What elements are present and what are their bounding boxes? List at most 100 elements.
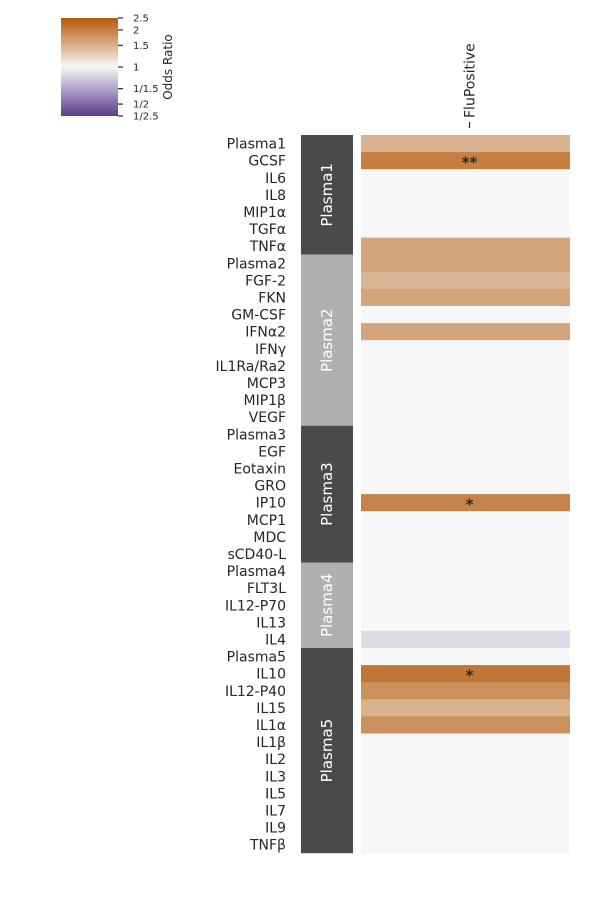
row-label: IL6	[265, 171, 286, 187]
row-label: IL9	[265, 821, 286, 837]
heatmap-cell	[361, 254, 570, 273]
heatmap-cell	[361, 135, 570, 153]
column-labels: FluPositive	[463, 43, 479, 128]
heatmap-cell	[361, 648, 570, 666]
row-label: IL12-P70	[225, 598, 286, 614]
heatmap-cell	[361, 408, 570, 427]
module-bars: Plasma1 Plasma2 Plasma3 Plasma4 Plasma5	[301, 135, 353, 854]
row-label: IL8	[265, 188, 286, 204]
row-label: IL13	[256, 615, 286, 631]
heatmap-cell	[361, 391, 570, 409]
heatmap-cell	[361, 716, 570, 734]
module-bar	[301, 135, 353, 255]
heatmap-cell	[361, 545, 570, 563]
heatmap-cell	[361, 562, 570, 580]
heatmap-cell	[361, 220, 570, 238]
row-label: sCD40-L	[227, 547, 286, 563]
row-label: VEGF	[249, 410, 286, 426]
heatmap-cell	[361, 203, 570, 221]
heatmap-cell	[361, 665, 570, 683]
row-label: IL1Ra/Ra2	[216, 359, 286, 375]
heatmap-cell	[361, 288, 570, 307]
row-label: IL2	[265, 752, 286, 768]
row-label: FGF-2	[245, 273, 286, 289]
module-bar	[301, 425, 353, 563]
row-label: IL5	[265, 786, 286, 802]
colorbar: 2.52 1.5 1 1/1.5 1/21/2.5 Odds Ratio	[61, 14, 175, 123]
colorbar-tick-label: 1.5	[133, 41, 149, 52]
row-label: EGF	[258, 444, 286, 460]
row-labels: Plasma1GCSFIL6IL8MIP1αTGFαTNFαPlasma2FGF…	[216, 137, 287, 854]
row-label: IFNα2	[245, 325, 286, 341]
heatmap-cell	[361, 784, 570, 803]
heatmap-cell	[361, 237, 570, 256]
row-label: FLT3L	[247, 581, 286, 597]
colorbar-gradient	[61, 18, 118, 116]
heatmap-cell	[361, 699, 570, 717]
heatmap-cell	[361, 733, 570, 751]
row-label: IL12-P40	[225, 684, 286, 700]
heatmap-cell	[361, 459, 570, 478]
colorbar-tick-label: 1/1.5	[133, 84, 159, 95]
heatmap-cell	[361, 306, 570, 324]
row-label: IL10	[256, 667, 286, 683]
row-label: TGFα	[248, 222, 286, 238]
row-label: IL4	[265, 632, 286, 648]
significance-star: **	[462, 154, 478, 172]
row-label: TNFα	[249, 239, 286, 255]
row-label: FKN	[258, 290, 286, 306]
module-label: Plasma5	[318, 719, 336, 783]
module-label: Plasma2	[318, 308, 336, 372]
module-label: Plasma3	[318, 462, 336, 526]
heatmap-cell	[361, 374, 570, 392]
row-label: IL1α	[256, 718, 286, 734]
row-label: MDC	[253, 530, 286, 546]
colorbar-title: Odds Ratio	[161, 34, 175, 100]
heatmap-cell	[361, 819, 570, 837]
heatmap-cell	[361, 425, 570, 444]
heatmap-cell	[361, 169, 570, 187]
heatmap-cell	[361, 528, 570, 546]
heatmap-cell	[361, 340, 570, 358]
module-bar	[301, 648, 353, 854]
heatmap-cell	[361, 613, 570, 632]
heatmap-cell	[361, 323, 570, 341]
heatmap-cell	[361, 442, 570, 461]
heatmap-cell	[361, 186, 570, 204]
heatmap-cell	[361, 511, 570, 529]
row-label: MIP1β	[244, 393, 287, 409]
colorbar-tick-label: 1	[133, 63, 139, 74]
column-label: FluPositive	[463, 43, 479, 118]
row-label: GM-CSF	[231, 308, 286, 324]
row-label: IL15	[256, 701, 286, 717]
heatmap-cell	[361, 836, 570, 854]
row-label: MCP3	[247, 376, 286, 392]
heatmap-cell	[361, 152, 570, 170]
significance-star: *	[466, 667, 474, 685]
heatmap-cell	[361, 596, 570, 615]
heatmap-cell	[361, 767, 570, 786]
module-label: Plasma4	[318, 573, 336, 637]
heatmap-cell	[361, 682, 570, 700]
heatmap-cell	[361, 579, 570, 598]
row-label: Eotaxin	[233, 461, 286, 477]
significance-star: *	[466, 496, 474, 514]
row-label: IL3	[265, 769, 286, 785]
heatmap-cell	[361, 477, 570, 495]
row-label: Plasma3	[227, 427, 286, 443]
heatmap-cell	[361, 630, 570, 649]
heatmap-cell	[361, 750, 570, 769]
heatmap-cell	[361, 357, 570, 375]
colorbar-tick-label: 1/2.5	[133, 112, 159, 123]
row-label: IP10	[256, 496, 286, 512]
row-label: IL1β	[256, 735, 286, 751]
row-label: TNFβ	[249, 838, 286, 854]
module-label: Plasma1	[318, 163, 336, 227]
colorbar-tick-label: 2	[133, 25, 139, 36]
row-label: MCP1	[247, 513, 286, 529]
row-label: Plasma4	[227, 564, 286, 580]
heatmap-cell	[361, 494, 570, 512]
row-label: Plasma2	[227, 256, 286, 272]
colorbar-tick-label: 2.5	[133, 14, 149, 25]
row-label: GCSF	[248, 154, 286, 170]
